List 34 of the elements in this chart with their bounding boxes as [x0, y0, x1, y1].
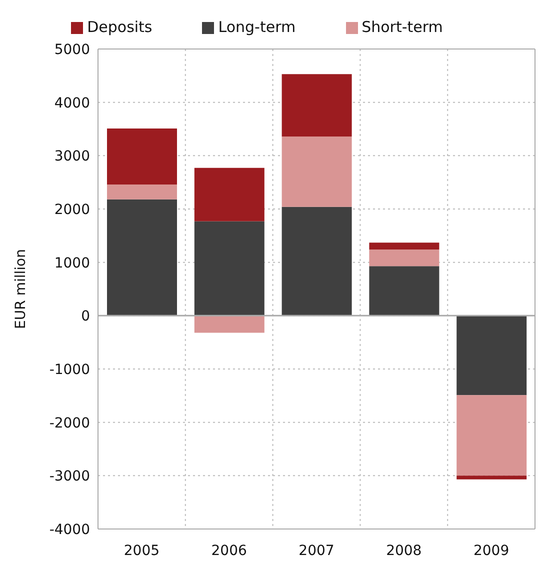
y-tick-label: 0 [81, 308, 90, 325]
bar [369, 250, 440, 266]
y-tick-label: 5000 [54, 42, 90, 58]
bar [456, 395, 527, 476]
bar [282, 136, 352, 207]
bar [194, 168, 264, 222]
y-axis-title: EUR million [12, 249, 29, 329]
bar [107, 184, 177, 200]
legend-label: Deposits [87, 18, 152, 36]
bar [369, 242, 440, 250]
bar [107, 199, 177, 316]
y-tick-label: -1000 [49, 362, 90, 378]
bar [282, 74, 352, 136]
y-tick-label: -3000 [49, 468, 90, 485]
bar [369, 266, 440, 316]
x-tick-label: 2005 [124, 542, 160, 559]
legend-label: Long-term [218, 18, 296, 36]
y-tick-label: 4000 [54, 95, 90, 112]
y-tick-label: 3000 [54, 148, 90, 165]
bar [194, 316, 264, 333]
bar [194, 221, 264, 316]
bar [456, 316, 527, 396]
legend-label: Short-term [362, 18, 443, 36]
y-tick-label: -2000 [49, 415, 90, 432]
x-tick-label: 2006 [211, 542, 247, 559]
bar [282, 206, 352, 316]
x-tick-label: 2009 [473, 542, 510, 559]
y-tick-label: -4000 [49, 522, 90, 538]
bar [107, 128, 177, 184]
y-tick-label: 2000 [54, 202, 90, 218]
bar [456, 476, 527, 480]
y-tick-label: 1000 [54, 255, 90, 272]
x-tick-label: 2007 [298, 542, 334, 559]
x-tick-label: 2008 [386, 542, 422, 559]
